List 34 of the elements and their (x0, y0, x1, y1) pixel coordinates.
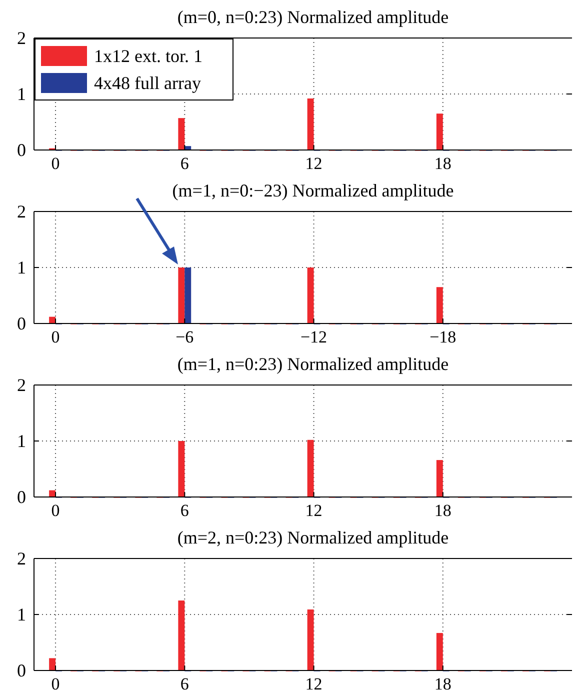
x-tick-label: −18 (430, 328, 456, 346)
y-tick-label: 1 (17, 84, 26, 104)
x-tick-label: 12 (305, 674, 322, 693)
y-tick-label: 1 (17, 258, 26, 278)
y-tick-label: 1 (17, 431, 26, 451)
y-tick-label: 0 (17, 660, 26, 680)
chart-title: (m=0, n=0:23) Normalized amplitude (177, 7, 449, 27)
chart-title: (m=2, n=0:23) Normalized amplitude (177, 528, 449, 548)
y-tick-label: 2 (17, 375, 26, 395)
x-tick-label: 18 (434, 501, 452, 520)
legend-label: 4x48 full array (94, 73, 201, 93)
y-tick-label: 2 (17, 548, 26, 568)
x-tick-label: 0 (51, 674, 60, 693)
y-tick-label: 0 (17, 487, 26, 507)
x-tick-label: 12 (305, 154, 322, 173)
x-tick-label: 0 (51, 328, 60, 346)
x-tick-label: −6 (176, 328, 194, 346)
x-tick-label: 0 (51, 154, 60, 173)
y-tick-label: 0 (17, 314, 26, 334)
y-tick-label: 2 (17, 202, 26, 222)
y-tick-label: 0 (17, 140, 26, 160)
x-tick-label: 6 (180, 154, 189, 173)
x-tick-label: 0 (51, 501, 60, 520)
x-tick-label: 6 (180, 501, 189, 520)
y-tick-label: 2 (17, 28, 26, 48)
chart-title: (m=1, n=0:−23) Normalized amplitude (172, 180, 454, 200)
x-tick-label: 18 (434, 674, 452, 693)
x-tick-label: 18 (434, 154, 452, 173)
legend-label: 1x12 ext. tor. 1 (94, 46, 202, 66)
x-tick-label: 6 (180, 674, 189, 693)
x-tick-label: 12 (305, 501, 322, 520)
chart-title: (m=1, n=0:23) Normalized amplitude (177, 354, 449, 374)
y-tick-label: 1 (17, 604, 26, 624)
x-tick-label: −12 (300, 328, 328, 346)
